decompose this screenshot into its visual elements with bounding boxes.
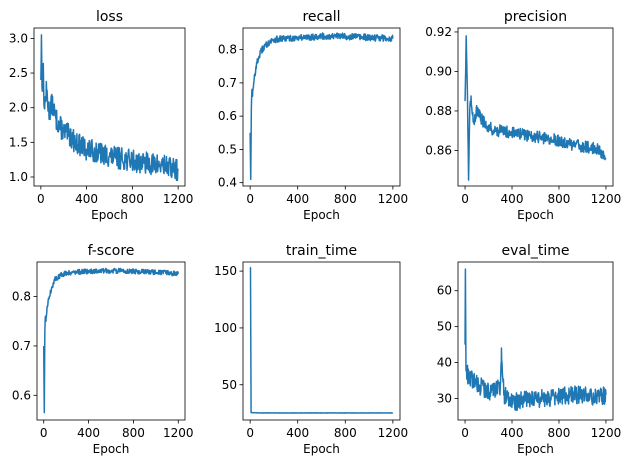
x-tick-label: 400 xyxy=(501,192,524,206)
x-tick-label: 400 xyxy=(77,426,100,440)
y-tick-label: 40 xyxy=(437,356,452,370)
y-tick-label: 1.5 xyxy=(9,135,28,149)
x-tick-label: 0 xyxy=(461,426,469,440)
subplot-loss: 0 400 800 1200 1.0 1.5 2.0 2.5 3.0 loss Epoch xyxy=(9,9,194,222)
subplot-title: train_time xyxy=(286,243,357,259)
subplot-recall: 0 400 800 1200 0.4 0.5 0.6 0.7 0.8 recall Epoch xyxy=(218,9,408,222)
x-tick-label: 0 xyxy=(246,192,254,206)
x-tick-label: 1200 xyxy=(378,426,409,440)
axes-frame xyxy=(242,261,401,421)
series-line-f-score xyxy=(42,267,180,414)
x-axis-label: Epoch xyxy=(517,208,554,222)
y-tick-label: 0.7 xyxy=(218,76,237,90)
series-line-train_time xyxy=(249,266,394,414)
y-tick-label: 50 xyxy=(222,378,237,392)
y-tick-label: 0.5 xyxy=(218,142,237,156)
series-line-eval_time xyxy=(464,268,607,412)
x-tick-label: 800 xyxy=(548,192,571,206)
x-tick-label: 1200 xyxy=(591,192,622,206)
series-line-recall xyxy=(249,32,394,181)
y-tick-label: 0.7 xyxy=(12,339,31,353)
x-tick-label: 400 xyxy=(286,426,309,440)
x-axis-label: Epoch xyxy=(303,442,340,456)
series-line-precision xyxy=(464,35,607,181)
y-tick-label: 2.0 xyxy=(9,101,28,115)
y-tick-label: 0.6 xyxy=(12,388,31,402)
x-tick-label: 800 xyxy=(122,426,145,440)
y-tick-label: 150 xyxy=(214,264,237,278)
y-tick-label: 0.86 xyxy=(425,143,452,157)
y-tick-label: 0.4 xyxy=(218,176,237,190)
subplot-title: precision xyxy=(504,9,567,25)
x-tick-label: 800 xyxy=(121,192,144,206)
x-tick-label: 800 xyxy=(548,426,571,440)
axes-frame xyxy=(457,261,614,421)
y-tick-label: 0.8 xyxy=(218,43,237,57)
y-tick-label: 50 xyxy=(437,320,452,334)
y-tick-label: 3.0 xyxy=(9,31,28,45)
axes-frame xyxy=(457,27,614,187)
y-tick-label: 0.92 xyxy=(425,25,452,39)
x-tick-label: 400 xyxy=(501,426,524,440)
x-tick-label: 400 xyxy=(286,192,309,206)
x-tick-label: 1200 xyxy=(378,192,409,206)
x-axis-label: Epoch xyxy=(517,442,554,456)
x-tick-label: 0 xyxy=(37,192,45,206)
x-tick-label: 1200 xyxy=(163,192,194,206)
subplot-train_time: 0 400 800 1200 50 100 150 train_time Epoch xyxy=(214,243,408,456)
subplot-precision: 0 400 800 1200 0.86 0.88 0.90 0.92 precision Epoc… xyxy=(425,9,621,222)
y-tick-label: 0.6 xyxy=(218,109,237,123)
subplot-title: recall xyxy=(302,9,340,25)
x-axis-label: Epoch xyxy=(91,208,128,222)
x-tick-label: 400 xyxy=(75,192,98,206)
y-tick-label: 2.5 xyxy=(9,66,28,80)
x-tick-label: 0 xyxy=(246,426,254,440)
x-tick-label: 800 xyxy=(334,192,357,206)
y-tick-label: 100 xyxy=(214,321,237,335)
subplot-eval_time: 0 400 800 1200 30 40 50 60 eval_time Epoch xyxy=(437,243,622,456)
x-tick-label: 1200 xyxy=(591,426,622,440)
x-tick-label: 0 xyxy=(461,192,469,206)
axes-frame xyxy=(33,27,186,187)
subplot-title: eval_time xyxy=(502,243,570,259)
y-tick-label: 0.88 xyxy=(425,104,452,118)
subplot-f-score: 0 400 800 1200 0.6 0.7 0.8 f-score Epoch xyxy=(12,243,194,456)
x-tick-label: 0 xyxy=(40,426,48,440)
subplot-title: f-score xyxy=(88,243,135,259)
x-axis-label: Epoch xyxy=(303,208,340,222)
series-line-loss xyxy=(40,34,179,182)
axes-frame xyxy=(242,27,401,187)
x-tick-label: 1200 xyxy=(163,426,194,440)
subplot-title: loss xyxy=(96,9,123,25)
y-tick-label: 30 xyxy=(437,391,452,405)
axes-frame xyxy=(36,261,186,421)
x-axis-label: Epoch xyxy=(93,442,130,456)
y-tick-label: 1.0 xyxy=(9,170,28,184)
y-tick-label: 60 xyxy=(437,284,452,298)
y-tick-label: 0.8 xyxy=(12,290,31,304)
x-tick-label: 800 xyxy=(334,426,357,440)
y-tick-label: 0.90 xyxy=(425,64,452,78)
